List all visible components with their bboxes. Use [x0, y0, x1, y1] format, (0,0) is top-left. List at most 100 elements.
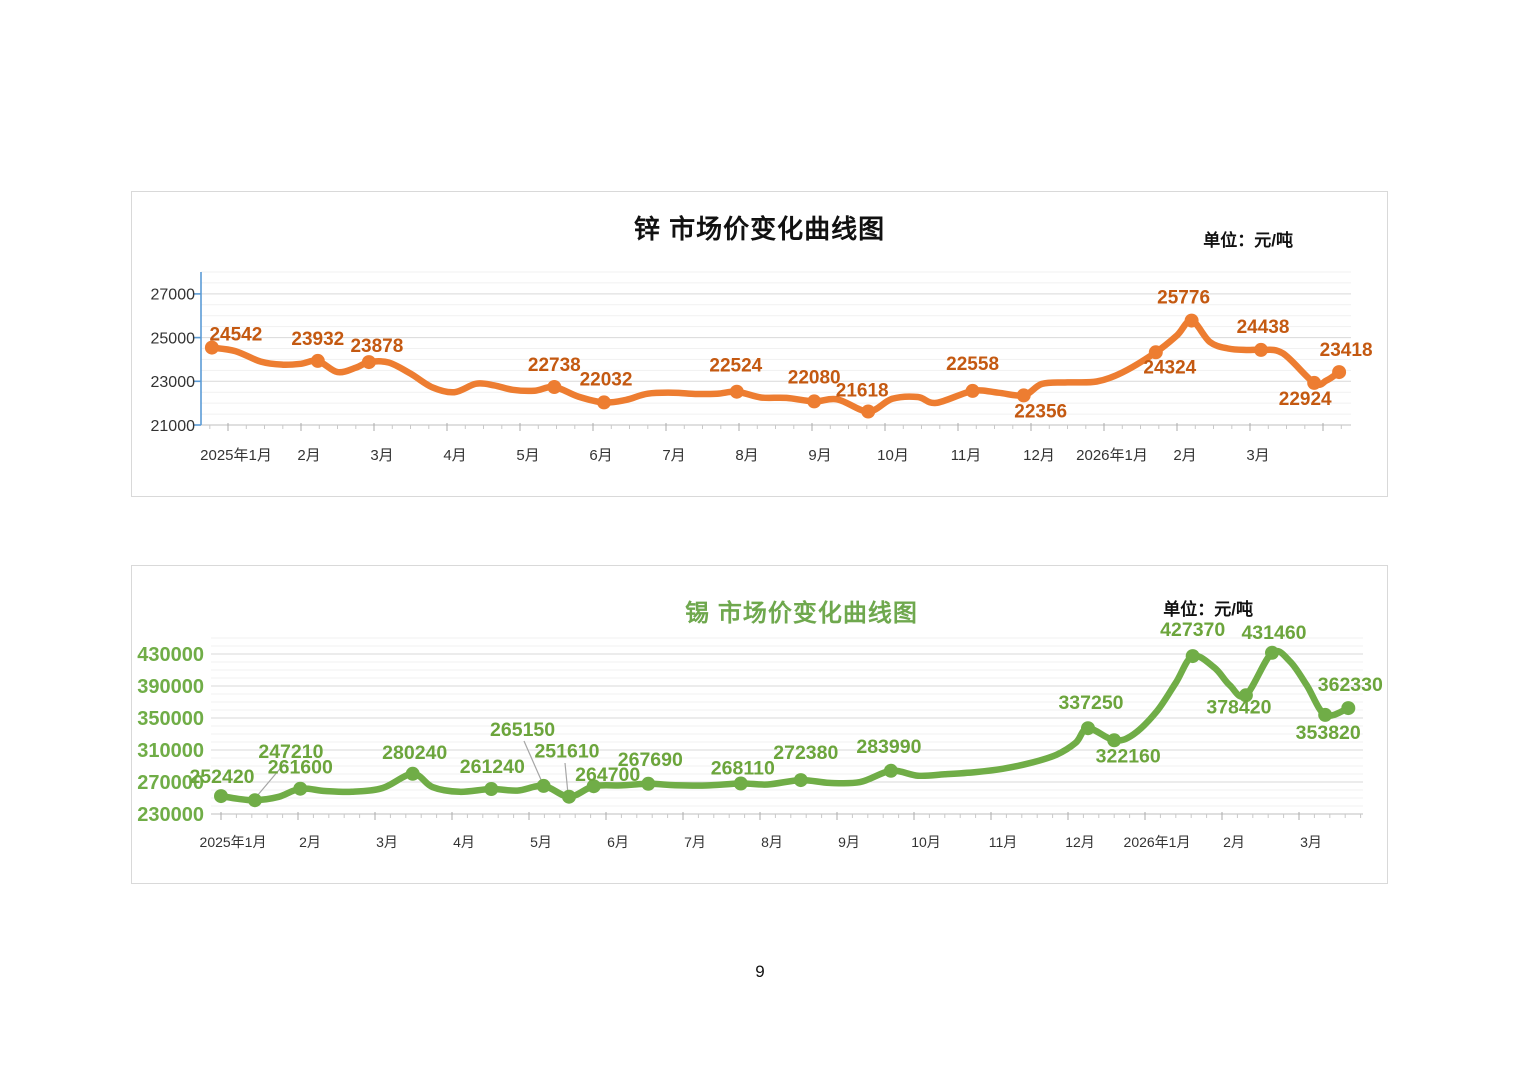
data-point-marker [793, 773, 808, 788]
data-point-marker [1332, 365, 1347, 380]
data-point-label: 283990 [856, 736, 921, 758]
data-point-label: 264700 [575, 764, 640, 786]
data-point-marker [861, 404, 876, 419]
data-point-label: 353820 [1296, 722, 1361, 744]
data-point-marker [1254, 342, 1268, 357]
data-point-marker [807, 394, 822, 409]
data-point-label: 252420 [189, 766, 254, 788]
x-axis-label: 6月 [607, 834, 629, 850]
data-point-marker [310, 353, 325, 368]
data-point-marker [597, 395, 611, 410]
data-point-label: 24542 [209, 325, 262, 346]
data-point-marker [1081, 721, 1095, 736]
zinc-unit-label: 单位：元/吨 [1203, 231, 1293, 250]
x-axis-label: 2月 [297, 447, 320, 464]
x-axis-label: 12月 [1065, 834, 1095, 850]
y-axis-label: 25000 [151, 330, 196, 347]
data-point-marker [1107, 733, 1122, 748]
data-point-label: 24324 [1143, 357, 1196, 378]
tin-chart-title: 锡 市场价变化曲线图 [685, 600, 918, 627]
x-axis-label: 6月 [589, 447, 612, 464]
data-point-marker [247, 793, 262, 808]
data-point-label: 267690 [618, 749, 683, 771]
x-axis-label: 4月 [453, 834, 475, 850]
data-point-marker [562, 789, 576, 804]
x-axis-label: 10月 [911, 834, 941, 850]
x-axis-label: 11月 [989, 834, 1018, 850]
x-axis-label: 5月 [530, 834, 552, 850]
data-point-label: 23878 [350, 336, 403, 357]
data-point-label: 247210 [258, 741, 323, 763]
x-axis-label: 12月 [1023, 447, 1055, 464]
y-axis-label: 230000 [137, 804, 204, 826]
tin-unit-label: 单位：元/吨 [1163, 600, 1253, 619]
x-axis-label: 7月 [662, 447, 685, 464]
data-point-marker [1016, 388, 1031, 403]
data-point-label: 22738 [528, 355, 581, 376]
x-axis-label: 3月 [1300, 834, 1322, 850]
data-point-label: 22080 [788, 367, 841, 388]
data-point-label: 23418 [1320, 340, 1373, 361]
data-point-marker [1148, 345, 1163, 360]
data-point-label: 337250 [1058, 692, 1123, 714]
x-axis-label: 4月 [443, 447, 466, 464]
zinc-chart-title: 锌 市场价变化曲线图 [633, 214, 886, 244]
data-point-label: 22558 [946, 354, 999, 375]
y-axis-label: 350000 [137, 708, 204, 730]
label-leader-line [256, 763, 285, 797]
data-point-label: 431460 [1241, 622, 1306, 644]
data-point-marker [883, 763, 898, 778]
x-axis-label: 8月 [735, 447, 758, 464]
x-axis-label: 7月 [684, 834, 706, 850]
x-axis-label: 2月 [1173, 447, 1196, 464]
x-axis-label: 10月 [877, 447, 909, 464]
data-point-marker [965, 383, 980, 398]
x-axis-label: 3月 [370, 447, 393, 464]
data-point-label: 24438 [1237, 317, 1290, 338]
y-axis-label: 27000 [151, 287, 196, 304]
data-point-marker [1184, 313, 1199, 328]
data-point-label: 22524 [709, 356, 762, 377]
data-point-marker [214, 789, 228, 804]
label-leader-line [564, 762, 569, 795]
data-point-label: 265150 [490, 719, 555, 741]
data-point-marker [586, 779, 601, 794]
x-axis-label: 9月 [838, 834, 860, 850]
data-point-marker [405, 766, 420, 781]
data-point-label: 22356 [1014, 401, 1067, 422]
data-point-marker [1185, 649, 1200, 664]
data-point-label: 261240 [460, 756, 525, 778]
x-axis-label: 2025年1月 [200, 447, 272, 464]
data-point-marker [361, 355, 376, 370]
data-point-marker [1318, 707, 1333, 722]
data-point-marker [733, 776, 748, 791]
data-point-marker [1307, 375, 1322, 390]
x-axis-label: 2025年1月 [200, 834, 267, 850]
data-point-label: 378420 [1206, 696, 1271, 718]
y-axis-label: 270000 [137, 772, 204, 794]
data-point-marker [204, 340, 219, 355]
x-axis-label: 2月 [299, 834, 321, 850]
data-point-marker [1265, 645, 1279, 660]
data-point-label: 362330 [1318, 674, 1383, 696]
data-point-label: 22924 [1279, 389, 1332, 410]
data-point-marker [641, 776, 656, 791]
x-axis-label: 2026年1月 [1076, 447, 1148, 464]
data-point-marker [484, 782, 499, 796]
y-axis-label: 430000 [137, 644, 204, 666]
page-number: 9 [755, 962, 765, 981]
data-point-label: 261600 [268, 757, 333, 779]
data-point-label: 272380 [773, 742, 838, 764]
x-axis-label: 8月 [761, 834, 783, 850]
tin-price-chart: 锡 市场价变化曲线图 单位：元/吨 430000 390000 350000 3100… [131, 565, 1388, 884]
label-leader-line [523, 740, 543, 783]
data-point-label: 23932 [291, 329, 344, 350]
y-axis-label: 21000 [151, 418, 196, 435]
data-point-marker [293, 781, 308, 796]
data-point-label: 251610 [534, 741, 599, 763]
x-axis-label: 11月 [951, 447, 982, 464]
x-axis-label: 3月 [1246, 447, 1269, 464]
data-point-label: 322160 [1096, 745, 1161, 767]
